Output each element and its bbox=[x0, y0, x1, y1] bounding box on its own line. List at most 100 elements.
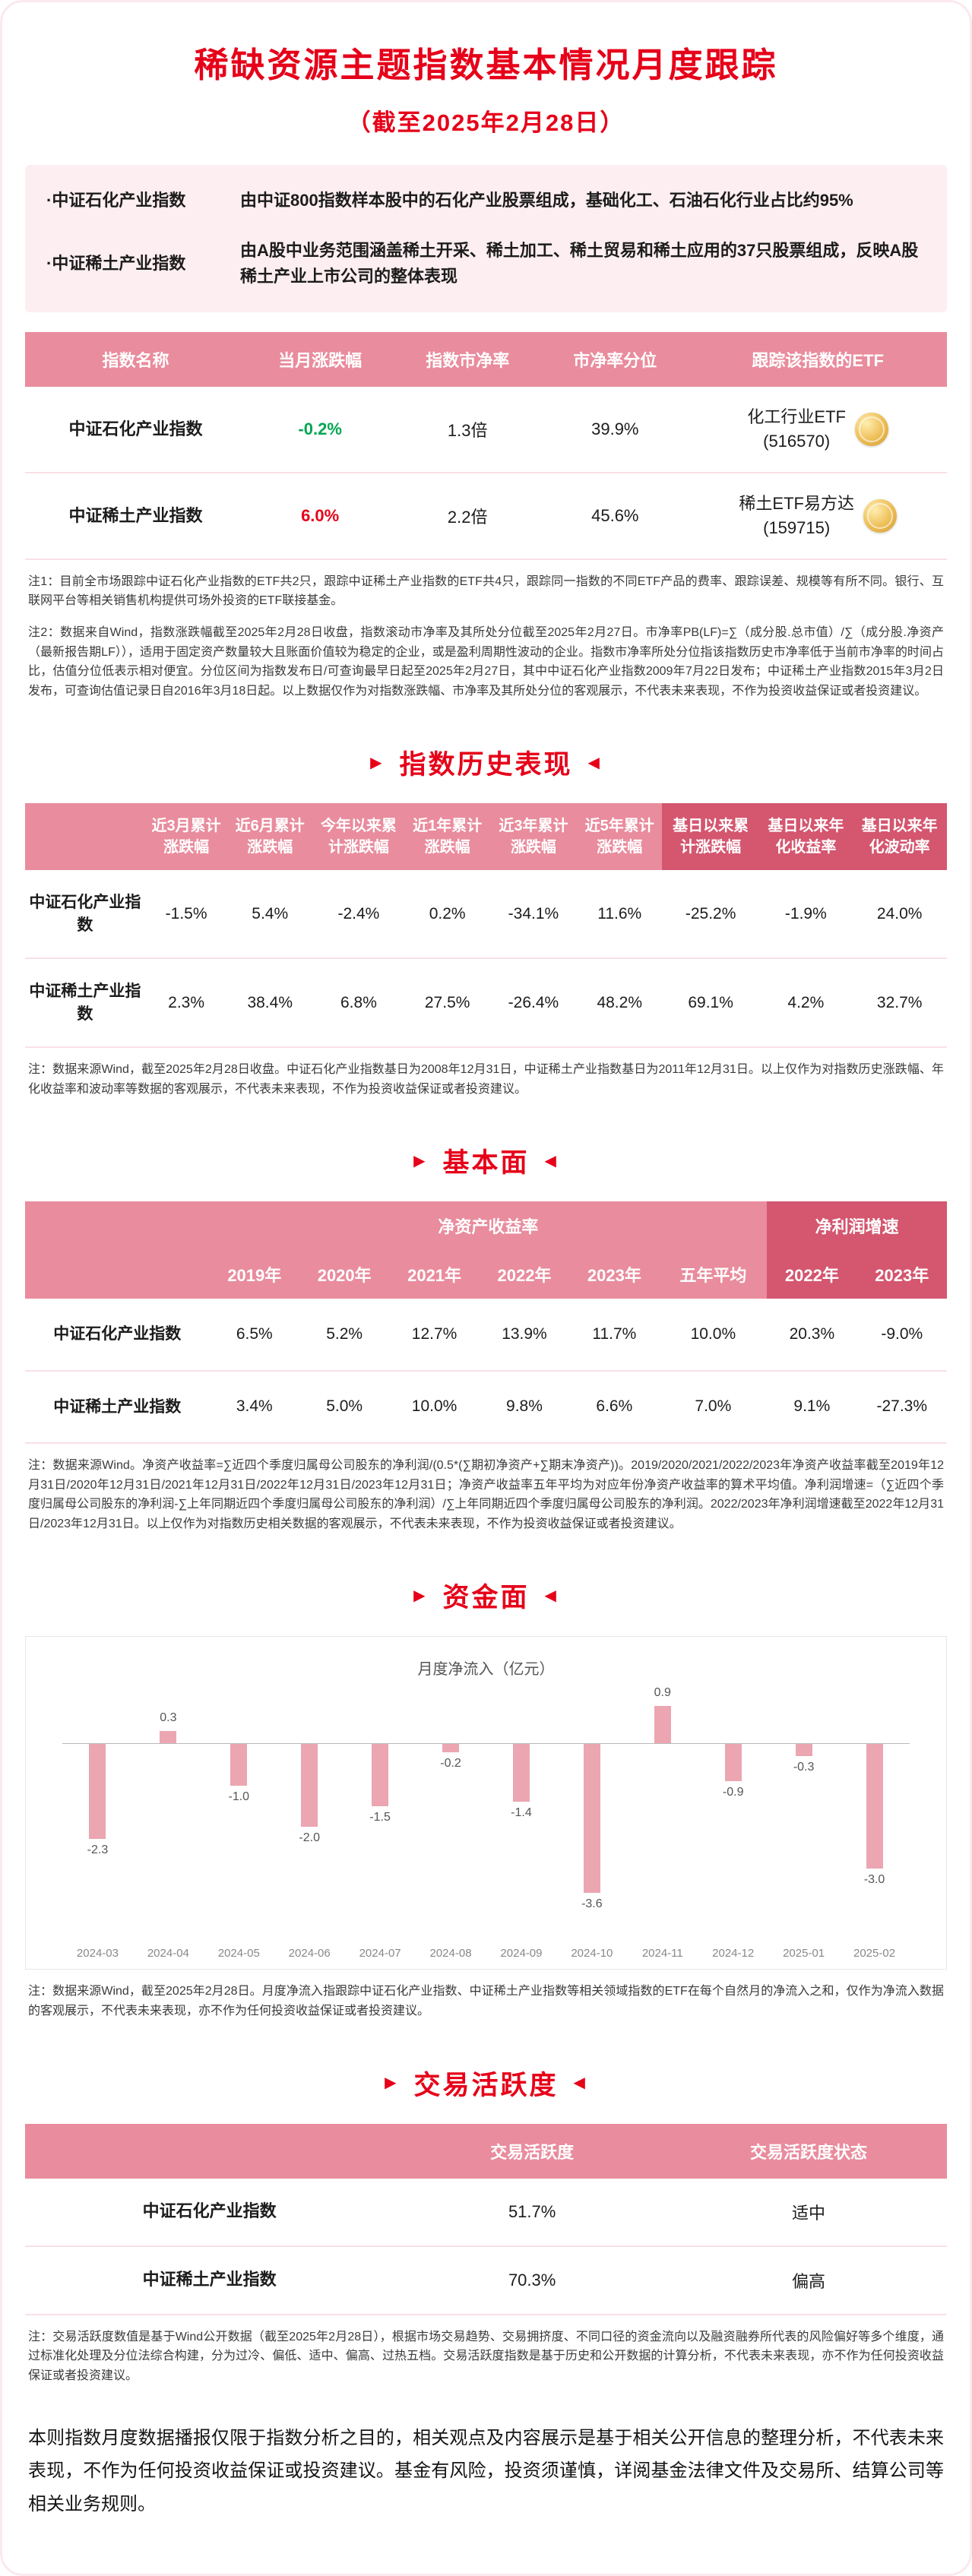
column-header: 基日以来年化波动率 bbox=[852, 803, 947, 871]
column-header: 近6月累计涨跌幅 bbox=[227, 803, 312, 871]
value-cell: 48.2% bbox=[577, 958, 662, 1048]
award-badge-icon bbox=[863, 498, 897, 533]
year-header: 2021年 bbox=[389, 1250, 480, 1299]
activity-table-head: 交易活跃度 交易活跃度状态 bbox=[25, 2123, 947, 2179]
chart-x-tick-label: 2024-04 bbox=[147, 1947, 189, 1960]
chart-x-tick-label: 2025-02 bbox=[853, 1947, 896, 1960]
etf-cell-content: 稀土ETF易方达 (159715) bbox=[696, 492, 939, 540]
chart-value-label: -3.0 bbox=[863, 1873, 885, 1887]
table-row: 中证稀土产业指数 6.0% 2.2倍 45.6% 稀土ETF易方达 (159715) bbox=[25, 473, 947, 560]
left-triangle-icon: ◀ bbox=[573, 2074, 587, 2091]
year-header: 2020年 bbox=[299, 1250, 390, 1299]
etf-cell: 化工行业ETF (516570) bbox=[689, 387, 947, 474]
activity-status-cell: 适中 bbox=[670, 2178, 947, 2247]
chart-bar bbox=[89, 1744, 106, 1840]
right-triangle-icon: ▶ bbox=[413, 1152, 428, 1169]
chart-value-label: -2.3 bbox=[87, 1843, 109, 1857]
fundamentals-table: 净资产收益率 净利润增速 2019年 2020年 2021年 2022年 2023年 五年平均… bbox=[25, 1201, 947, 1444]
history-note: 注：数据来源Wind，截至2025年2月28日收盘。中证石化产业指数基日为200… bbox=[28, 1062, 944, 1096]
chart-x-tick-label: 2024-07 bbox=[359, 1947, 401, 1960]
activity-table-body: 中证石化产业指数 51.7% 适中 中证稀土产业指数 70.3% 偏高 bbox=[25, 2178, 947, 2315]
value-cell: 24.0% bbox=[852, 870, 947, 960]
chart-value-label: 0.9 bbox=[654, 1686, 671, 1700]
chart-title: 月度净流入（亿元） bbox=[417, 1661, 555, 1679]
year-header: 2019年 bbox=[209, 1250, 299, 1299]
value-cell: -26.4% bbox=[489, 958, 578, 1048]
value-cell: 9.1% bbox=[767, 1370, 857, 1444]
index-name-cell: 中证稀土产业指数 bbox=[25, 958, 145, 1048]
index-name-cell: 中证石化产业指数 bbox=[25, 387, 247, 474]
etf-code: (516570) bbox=[763, 432, 831, 451]
page-title: 稀缺资源主题指数基本情况月度跟踪 bbox=[194, 46, 778, 84]
activity-value-cell: 51.7% bbox=[394, 2178, 671, 2247]
value-cell: 11.7% bbox=[569, 1299, 660, 1372]
monthly-change-cell: -0.2% bbox=[246, 387, 394, 474]
chart-x-tick-label: 2024-09 bbox=[500, 1947, 543, 1960]
monthly-netflow-chart: 月度净流入（亿元） -2.3 2024-03 0.3 2024-04 -1.0 2024-… bbox=[25, 1636, 947, 1970]
value-cell: 12.7% bbox=[389, 1299, 480, 1372]
profit-growth-group-header: 净利润增速 bbox=[767, 1201, 947, 1251]
column-header: 指数名称 bbox=[25, 332, 247, 388]
fund-year-header-row: 2019年 2020年 2021年 2022年 2023年 五年平均 2022年 2023年 bbox=[25, 1250, 947, 1299]
table-row: 中证石化产业指数 -1.5% 5.4% -2.4% 0.2% -34.1% 11.6% -25… bbox=[25, 870, 947, 960]
pb-quantile-cell: 39.9% bbox=[541, 387, 689, 474]
chart-bar bbox=[230, 1744, 248, 1786]
chart-x-tick-label: 2024-10 bbox=[571, 1947, 613, 1960]
chart-value-label: -0.2 bbox=[440, 1757, 461, 1771]
value-cell: -1.5% bbox=[144, 870, 228, 960]
etf-info: 稀土ETF易方达 (159715) bbox=[739, 492, 854, 540]
pb-ratio-cell: 2.2倍 bbox=[394, 473, 542, 560]
chart-zero-line bbox=[62, 1743, 910, 1745]
chart-x-tick-label: 2024-06 bbox=[288, 1947, 331, 1960]
index-name-cell: 中证石化产业指数 bbox=[25, 870, 145, 960]
section-title-fundamentals-label: 基本面 bbox=[442, 1148, 530, 1179]
table-row: 中证石化产业指数 -0.2% 1.3倍 39.9% 化工行业ETF (516570) bbox=[25, 387, 947, 474]
section-title-fundamentals: ▶ 基本面 ◀ bbox=[25, 1141, 947, 1180]
value-cell: -9.0% bbox=[856, 1299, 947, 1372]
activity-value-cell: 70.3% bbox=[394, 2245, 671, 2315]
etf-name: 稀土ETF易方达 bbox=[739, 494, 854, 514]
index-description: 由A股中业务范围涵盖稀土开采、稀土加工、稀土贸易和稀土应用的37只股票组成，反映… bbox=[240, 241, 919, 286]
chart-bar bbox=[795, 1744, 812, 1757]
overview-table-body: 中证石化产业指数 -0.2% 1.3倍 39.9% 化工行业ETF (516570) 中证稀… bbox=[25, 387, 947, 560]
funds-note: 注：数据来源Wind，截至2025年2月28日。月度净流入指跟踪中证石化产业指数… bbox=[28, 1985, 944, 2017]
index-name-cell: 中证稀土产业指数 bbox=[25, 1370, 210, 1444]
activity-table: 交易活跃度 交易活跃度状态 中证石化产业指数 51.7% 适中 中证稀土产业指数 70.3… bbox=[25, 2123, 947, 2315]
left-triangle-icon: ◀ bbox=[544, 1587, 559, 1604]
section-title-history-label: 指数历史表现 bbox=[399, 750, 573, 780]
etf-cell: 稀土ETF易方达 (159715) bbox=[689, 473, 947, 560]
value-cell: 4.2% bbox=[759, 958, 853, 1048]
value-cell: 6.6% bbox=[569, 1370, 660, 1444]
chart-value-label: -1.4 bbox=[511, 1806, 532, 1820]
chart-value-label: -1.5 bbox=[369, 1811, 391, 1824]
monthly-change-cell: 6.0% bbox=[246, 473, 394, 560]
left-triangle-icon: ◀ bbox=[587, 754, 602, 771]
chart-x-tick-label: 2025-01 bbox=[783, 1947, 825, 1960]
column-header: 基日以来累计涨跌幅 bbox=[661, 803, 760, 871]
chart-x-tick-label: 2024-05 bbox=[217, 1947, 260, 1960]
section-title-funds-label: 资金面 bbox=[442, 1583, 530, 1613]
overview-note-2: 注2：数据来自Wind，指数涨跌幅截至2025年2月28日收盘，指数滚动市净率及… bbox=[28, 626, 944, 698]
fundamentals-note: 注：数据来源Wind。净资产收益率=∑近四个季度归属母公司股东的净利润/(0.5… bbox=[28, 1458, 944, 1530]
fundamentals-table-head: 净资产收益率 净利润增速 2019年 2020年 2021年 2022年 2023年 五年平均… bbox=[25, 1201, 947, 1299]
value-cell: 10.0% bbox=[659, 1299, 768, 1372]
section-title-history: ▶ 指数历史表现 ◀ bbox=[25, 743, 947, 782]
index-name-cell: 中证石化产业指数 bbox=[25, 2178, 394, 2247]
value-cell: -25.2% bbox=[661, 870, 760, 960]
year-header: 2023年 bbox=[569, 1250, 660, 1299]
overview-table: 指数名称 当月涨跌幅 指数市净率 市净率分位 跟踪该指数的ETF 中证石化产业指数 -0.… bbox=[25, 332, 947, 560]
chart-value-label: -0.3 bbox=[793, 1761, 815, 1774]
value-cell: 6.5% bbox=[209, 1299, 299, 1372]
chart-bar bbox=[654, 1706, 671, 1744]
overview-header-row: 指数名称 当月涨跌幅 指数市净率 市净率分位 跟踪该指数的ETF bbox=[25, 332, 947, 388]
intro-item: ·中证石化产业指数 由中证800指数样本股中的石化产业股票组成，基础化工、石油石化… bbox=[46, 176, 926, 226]
chart-value-label: 0.3 bbox=[160, 1711, 177, 1725]
index-intro-box: ·中证石化产业指数 由中证800指数样本股中的石化产业股票组成，基础化工、石油石化… bbox=[25, 165, 947, 313]
intro-item: ·中证稀土产业指数 由A股中业务范围涵盖稀土开采、稀土加工、稀土贸易和稀土应用的3… bbox=[46, 226, 926, 302]
column-header: 近5年累计涨跌幅 bbox=[577, 803, 662, 871]
value-cell: -2.4% bbox=[312, 870, 405, 960]
value-cell: -34.1% bbox=[489, 870, 578, 960]
etf-cell-content: 化工行业ETF (516570) bbox=[696, 405, 939, 454]
pb-quantile-cell: 45.6% bbox=[541, 473, 689, 560]
value-cell: 20.3% bbox=[767, 1299, 857, 1372]
